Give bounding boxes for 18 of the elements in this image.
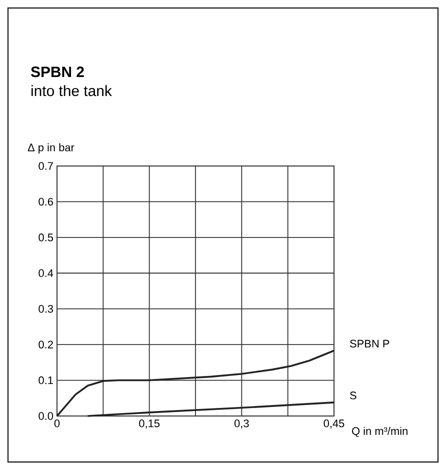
- y-tick-label: 0.0: [38, 412, 54, 420]
- y-tick-label: 0.1: [38, 376, 53, 384]
- x-tick-label: 0: [54, 420, 60, 428]
- y-tick-label: 0.7: [38, 162, 53, 170]
- x-axis-title: Q in m³/min: [352, 426, 408, 437]
- y-tick-label: 0.4: [38, 269, 54, 278]
- chart-subtitle: into the tank: [32, 85, 112, 96]
- x-tick-label: 0,45: [324, 420, 344, 429]
- x-tick-label: 0,15: [139, 420, 160, 429]
- y-tick-label: 0.3: [38, 304, 53, 313]
- chart-title: SPBN 2: [30, 66, 84, 78]
- y-tick-label: 0.6: [38, 198, 53, 206]
- y-axis-title: Δ p in bar: [28, 143, 74, 154]
- y-tick-label: 0.2: [38, 340, 53, 348]
- series-label: SPBN P: [350, 340, 390, 348]
- x-tick-label: 0,3: [234, 420, 249, 429]
- y-tick-label: 0.5: [38, 234, 54, 242]
- series-label: S: [350, 392, 356, 400]
